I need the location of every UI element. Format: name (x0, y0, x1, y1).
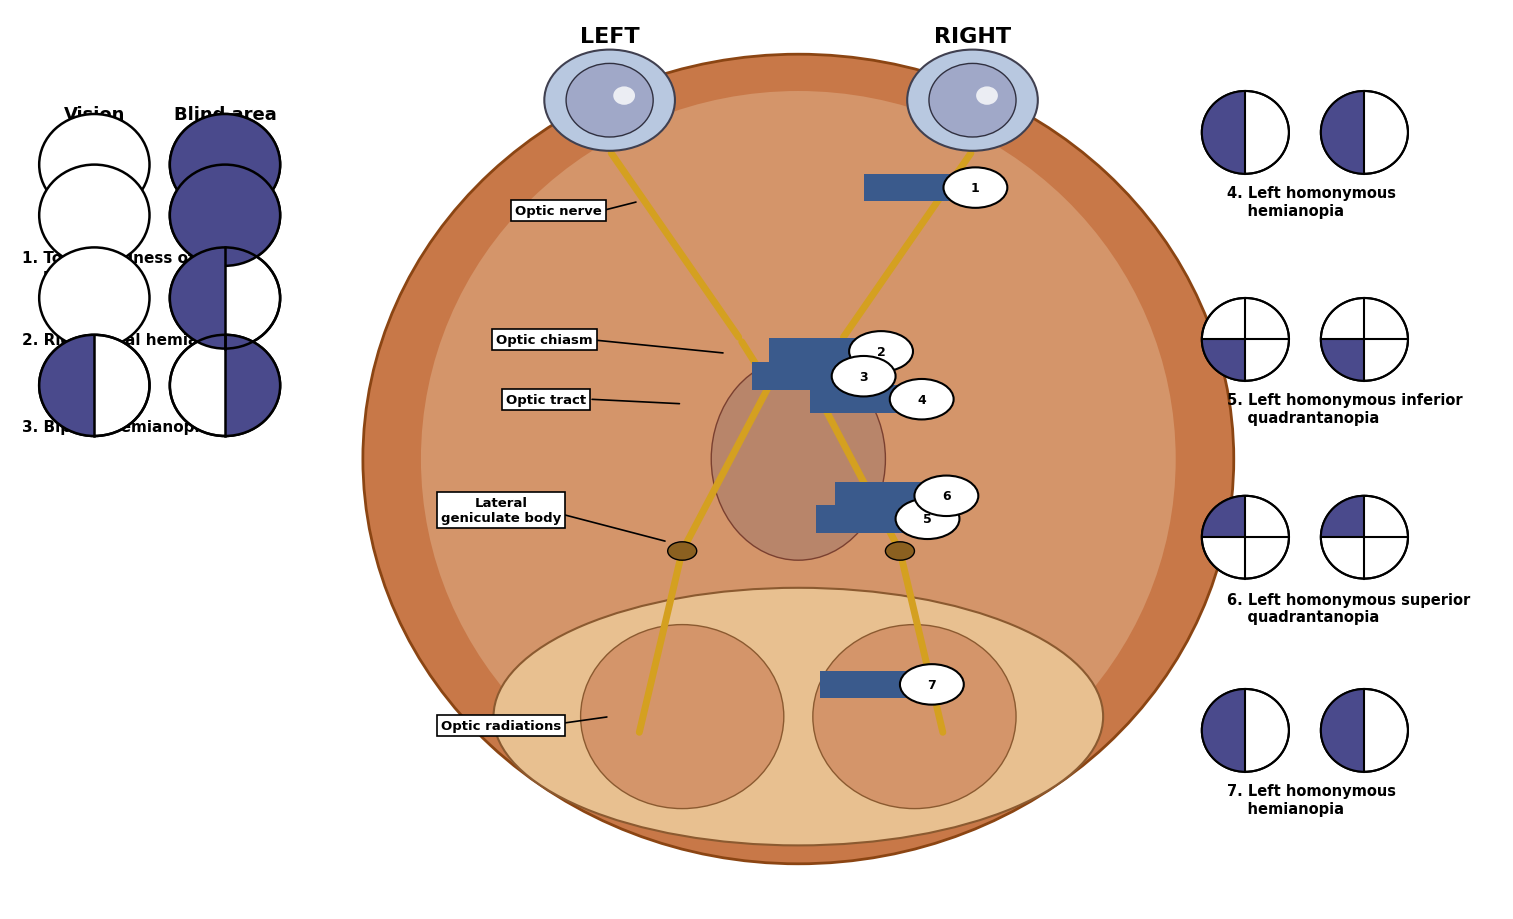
Ellipse shape (1321, 496, 1409, 579)
Polygon shape (1321, 496, 1365, 538)
Ellipse shape (976, 87, 999, 106)
Text: 7. Left homonymous
    hemianopia: 7. Left homonymous hemianopia (1227, 783, 1395, 816)
Ellipse shape (1201, 496, 1289, 579)
Ellipse shape (169, 248, 280, 349)
Circle shape (900, 664, 964, 705)
Text: 4: 4 (917, 393, 926, 406)
FancyBboxPatch shape (835, 482, 937, 510)
Text: Lateral
geniculate body: Lateral geniculate body (440, 496, 561, 524)
Ellipse shape (169, 115, 280, 216)
FancyBboxPatch shape (752, 363, 853, 391)
Text: Optic chiasm: Optic chiasm (496, 334, 593, 346)
Text: Optic tract: Optic tract (505, 393, 586, 406)
Ellipse shape (39, 335, 150, 437)
Polygon shape (1201, 92, 1245, 175)
Ellipse shape (169, 165, 280, 267)
Text: Vision: Vision (64, 106, 126, 124)
Text: Blind area: Blind area (174, 106, 277, 124)
Ellipse shape (39, 115, 150, 216)
Ellipse shape (812, 625, 1017, 809)
Text: 7: 7 (927, 678, 937, 691)
Circle shape (849, 332, 912, 372)
Ellipse shape (169, 165, 280, 267)
Ellipse shape (566, 64, 654, 138)
Ellipse shape (1201, 299, 1289, 381)
Ellipse shape (1201, 689, 1289, 772)
Circle shape (832, 357, 896, 397)
Ellipse shape (493, 588, 1103, 845)
Ellipse shape (39, 248, 150, 349)
Circle shape (885, 542, 914, 561)
Text: 1: 1 (971, 182, 980, 195)
Circle shape (667, 542, 696, 561)
FancyBboxPatch shape (809, 386, 911, 414)
Circle shape (944, 168, 1008, 209)
FancyBboxPatch shape (816, 505, 917, 533)
Text: Optic nerve: Optic nerve (516, 205, 602, 218)
Ellipse shape (1321, 92, 1409, 175)
Text: 5. Left homonymous inferior
    quadrantanopia: 5. Left homonymous inferior quadrantanop… (1227, 392, 1462, 425)
Ellipse shape (421, 92, 1176, 827)
Ellipse shape (711, 358, 885, 561)
Polygon shape (1201, 689, 1245, 772)
Ellipse shape (363, 55, 1233, 864)
Polygon shape (169, 248, 225, 349)
Text: 3: 3 (859, 370, 868, 383)
Text: 4. Left homonymous
    hemianopia: 4. Left homonymous hemianopia (1227, 186, 1395, 219)
Ellipse shape (908, 51, 1038, 152)
Ellipse shape (169, 335, 280, 437)
Circle shape (914, 476, 979, 516)
Polygon shape (1201, 496, 1245, 538)
Polygon shape (1321, 340, 1365, 381)
FancyBboxPatch shape (864, 175, 965, 202)
Polygon shape (1321, 92, 1365, 175)
Circle shape (896, 499, 959, 539)
Ellipse shape (613, 87, 635, 106)
Text: 2: 2 (876, 346, 885, 358)
Ellipse shape (545, 51, 675, 152)
Text: RIGHT: RIGHT (934, 27, 1011, 47)
Ellipse shape (929, 64, 1017, 138)
Text: LEFT: LEFT (579, 27, 640, 47)
Text: 5: 5 (923, 513, 932, 526)
Ellipse shape (1321, 299, 1409, 381)
Text: 2. Right nasal hemianopia: 2. Right nasal hemianopia (21, 333, 245, 347)
Polygon shape (1321, 689, 1365, 772)
Ellipse shape (1201, 92, 1289, 175)
Text: 6: 6 (943, 490, 950, 503)
FancyBboxPatch shape (820, 671, 921, 698)
FancyBboxPatch shape (769, 338, 871, 366)
Ellipse shape (1321, 689, 1409, 772)
Polygon shape (1201, 340, 1245, 381)
Text: 6. Left homonymous superior
    quadrantanopia: 6. Left homonymous superior quadrantanop… (1227, 592, 1469, 625)
Ellipse shape (581, 625, 784, 809)
Polygon shape (225, 335, 280, 437)
Text: 3. Bipolar hemianopia: 3. Bipolar hemianopia (21, 420, 210, 435)
Circle shape (890, 380, 953, 420)
Ellipse shape (39, 165, 150, 267)
Text: Optic radiations: Optic radiations (440, 720, 561, 732)
Circle shape (778, 352, 812, 374)
Polygon shape (39, 335, 94, 437)
Text: 1. Total blindness of
    right eye: 1. Total blindness of right eye (21, 250, 194, 283)
Ellipse shape (169, 115, 280, 216)
